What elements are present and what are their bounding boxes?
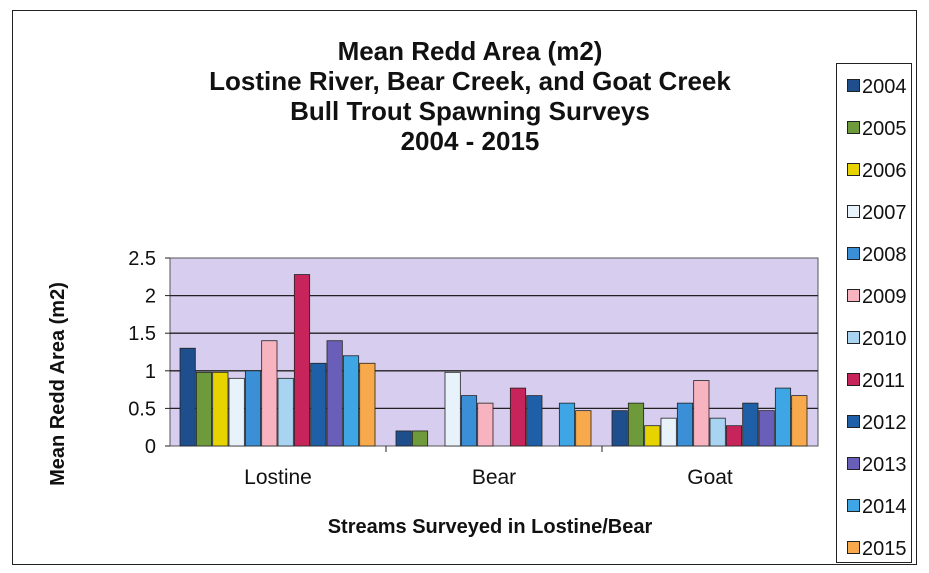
grid-lines	[170, 294, 818, 410]
legend-swatch	[847, 331, 860, 344]
x-tick-label: Lostine	[244, 466, 312, 489]
y-tick-label: 2.5	[128, 248, 156, 270]
bar-bear-2005	[411, 430, 429, 447]
bar-goat-2007	[660, 417, 677, 447]
bar-lostine-2004	[179, 347, 196, 447]
legend-label: 2015	[862, 538, 907, 560]
bar-goat-2009	[693, 380, 710, 447]
x-tick-label: Bear	[472, 466, 516, 489]
y-tick-label: 1	[145, 361, 156, 383]
legend-item-2009: 2009	[847, 286, 907, 310]
bar-goat-2015	[791, 395, 808, 447]
title-line-4: 2004 - 2015	[400, 126, 540, 156]
x-tick-label: Goat	[687, 466, 733, 489]
y-axis-label: Mean Redd Area (m2)	[47, 282, 69, 486]
legend-label: 2012	[862, 412, 907, 434]
bar-goat-2014	[774, 387, 792, 447]
bar-goat-2004	[611, 410, 628, 447]
bar-goat-2010	[709, 417, 726, 447]
legend-swatch	[847, 121, 860, 134]
y-tick-label: 0	[145, 436, 156, 458]
bar-bear-2007	[444, 371, 461, 447]
legend-item-2006: 2006	[847, 160, 907, 184]
bar-lostine-2013	[326, 340, 343, 447]
bar-lostine-2009	[261, 340, 278, 447]
legend-item-2004: 2004	[847, 76, 907, 100]
legend-swatch	[847, 373, 860, 386]
bar-lostine-2012	[310, 362, 327, 447]
legend-swatch	[847, 247, 860, 260]
legend-label: 2014	[862, 496, 907, 518]
bar-lostine-2015	[359, 362, 376, 447]
bar-lostine-2010	[277, 377, 294, 447]
title-line-1: Mean Redd Area (m2)	[337, 36, 603, 66]
legend-item-2005: 2005	[847, 118, 907, 142]
bars-group	[179, 274, 808, 447]
bar-lostine-2006	[212, 371, 229, 447]
x-axis-label: Streams Surveyed in Lostine/Bear	[328, 516, 653, 538]
bar-bear-2012	[526, 395, 543, 447]
y-tick-label: 0.5	[128, 398, 156, 420]
legend-label: 2008	[862, 244, 907, 266]
legend-label: 2004	[862, 76, 907, 98]
bar-lostine-2008	[244, 370, 262, 447]
bar-bear-2008	[460, 395, 478, 447]
legend-label: 2006	[862, 160, 907, 182]
bar-goat-2005	[627, 402, 645, 447]
bar-bear-2015	[575, 410, 592, 447]
legend-item-2012: 2012	[847, 412, 907, 436]
bar-goat-2006	[644, 425, 661, 447]
legend-label: 2007	[862, 202, 907, 224]
legend-swatch	[847, 415, 860, 428]
legend-swatch	[847, 163, 860, 176]
bar-goat-2008	[676, 402, 694, 447]
legend-swatch	[847, 541, 860, 554]
chart-title: Mean Redd Area (m2) Lostine River, Bear …	[150, 36, 790, 156]
legend-swatch	[847, 457, 860, 470]
legend-swatch	[847, 205, 860, 218]
bar-bear-2009	[477, 402, 494, 447]
title-line-2: Lostine River, Bear Creek, and Goat Cree…	[209, 66, 731, 96]
legend-label: 2011	[862, 370, 906, 392]
y-tick-labels: 0 0.5 1 1.5 2 2.5	[128, 248, 170, 458]
legend-swatch	[847, 79, 860, 92]
bar-bear-2004	[395, 430, 412, 447]
legend-item-2015: 2015	[847, 538, 907, 562]
y-tick-label: 1.5	[128, 323, 156, 345]
bar-lostine-2005	[195, 371, 213, 447]
bar-bear-2014	[558, 402, 576, 447]
legend-item-2008: 2008	[847, 244, 907, 268]
x-tick-labels: Lostine Bear Goat	[244, 446, 733, 489]
legend-item-2011: 2011	[847, 370, 905, 394]
legend-item-2013: 2013	[847, 454, 907, 478]
legend-label: 2010	[862, 328, 907, 350]
legend-label: 2009	[862, 286, 907, 308]
legend-item-2010: 2010	[847, 328, 907, 352]
legend-label: 2005	[862, 118, 907, 140]
bar-lostine-2011	[293, 274, 311, 447]
legend: 2004 2005 2006 2007 2008 2009 2010 2011 2012 2013…	[836, 63, 912, 563]
legend-swatch	[847, 289, 860, 302]
bar-bear-2011	[509, 387, 527, 447]
legend-item-2007: 2007	[847, 202, 907, 226]
bar-goat-2011	[725, 425, 743, 447]
bar-goat-2012	[742, 402, 759, 447]
legend-swatch	[847, 499, 860, 512]
legend-label: 2013	[862, 454, 907, 476]
y-tick-label: 2	[145, 286, 156, 308]
bar-goat-2013	[758, 410, 775, 447]
bar-lostine-2014	[342, 355, 360, 447]
bar-lostine-2007	[228, 377, 245, 447]
legend-item-2014: 2014	[847, 496, 907, 520]
title-line-3: Bull Trout Spawning Surveys	[290, 96, 650, 126]
